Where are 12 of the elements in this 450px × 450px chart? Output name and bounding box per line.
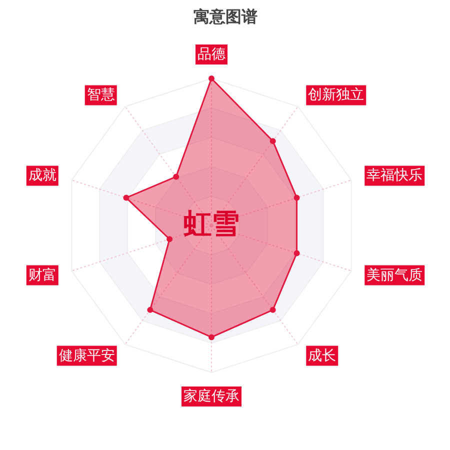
chart-title: 寓意图谱 <box>194 7 258 26</box>
spoke-label: 成长 <box>308 348 336 364</box>
spoke-label: 智慧 <box>86 87 115 104</box>
spoke-label: 成就 <box>28 168 56 184</box>
spoke-label: 财富 <box>28 267 56 284</box>
spoke-label: 美丽气质 <box>366 267 423 284</box>
spoke-label: 健康平安 <box>58 348 115 364</box>
spoke-label: 创新独立 <box>308 87 364 104</box>
text: 虹雪 <box>182 207 240 240</box>
spoke-label: 家庭传承 <box>184 388 240 404</box>
spoke-label: 品德 <box>198 46 226 62</box>
spoke-label: 幸福快乐 <box>366 168 423 184</box>
